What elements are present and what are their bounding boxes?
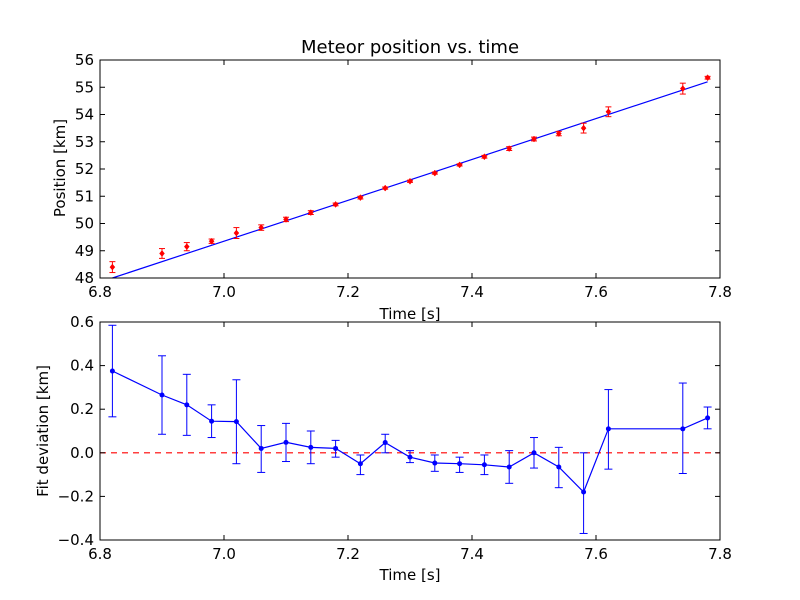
data-point xyxy=(382,440,388,446)
deviation-marks xyxy=(100,324,720,534)
y-axis-label: Fit deviation [km] xyxy=(34,365,52,497)
data-point xyxy=(680,426,686,432)
data-point xyxy=(333,445,339,451)
y-tick-label: 0.2 xyxy=(70,400,94,418)
y-tick-label: −0.2 xyxy=(58,487,94,505)
y-tick-label: 51 xyxy=(75,187,94,205)
x-tick-label: 7.4 xyxy=(460,545,484,563)
data-point xyxy=(407,177,413,185)
data-point xyxy=(332,201,339,208)
data-point xyxy=(679,85,686,93)
data-point xyxy=(382,184,389,192)
data-point xyxy=(431,169,438,177)
y-tick-label: 56 xyxy=(75,51,94,69)
y-tick-label: 55 xyxy=(75,78,94,96)
y-tick-label: 49 xyxy=(75,242,94,260)
plot-frame xyxy=(99,321,721,541)
deviation-panel: Time [s] Fit deviation [km] 6.8 7.0 7.2 7.4… xyxy=(34,313,732,584)
y-tick-label: 52 xyxy=(75,160,94,178)
data-point xyxy=(555,130,562,137)
data-point xyxy=(109,368,115,374)
y-tick-label: 0.4 xyxy=(70,357,94,375)
data-point xyxy=(283,439,289,445)
data-point xyxy=(357,194,364,202)
data-point xyxy=(457,461,463,467)
x-tick-label: 6.8 xyxy=(88,283,112,301)
x-tick-label: 7.0 xyxy=(212,545,236,563)
data-point xyxy=(159,392,165,398)
data-point xyxy=(481,462,487,468)
x-tick-label: 7.8 xyxy=(708,283,732,301)
data-point xyxy=(184,402,190,408)
y-tick-label: 0.0 xyxy=(70,444,94,462)
y-tick-label: 0.6 xyxy=(70,313,94,331)
data-point xyxy=(109,263,116,271)
data-point xyxy=(605,108,612,116)
data-point xyxy=(258,445,264,451)
data-point xyxy=(183,243,190,251)
data-point xyxy=(506,464,512,470)
data-point xyxy=(208,237,215,245)
y-tick-label: 50 xyxy=(75,215,94,233)
x-tick-label: 7.8 xyxy=(708,545,732,563)
x-axis-label: Time [s] xyxy=(379,566,441,584)
data-point xyxy=(407,454,413,460)
data-point xyxy=(581,489,587,495)
data-point xyxy=(233,229,240,237)
position-ticks: 6.8 7.0 7.2 7.4 7.6 7.8 48 49 50 51 52 53 54 55 56 xyxy=(75,51,732,301)
y-tick-label: 53 xyxy=(75,133,94,151)
data-point xyxy=(705,415,711,421)
position-marks xyxy=(109,74,711,279)
data-point xyxy=(432,460,438,466)
data-point xyxy=(506,145,513,152)
data-point xyxy=(704,74,711,82)
data-point xyxy=(308,444,314,450)
data-point xyxy=(556,464,562,470)
y-axis-label: Position [km] xyxy=(51,119,69,217)
data-point xyxy=(159,250,165,257)
x-tick-label: 7.0 xyxy=(212,283,236,301)
data-point xyxy=(209,418,215,424)
position-panel: Meteor position vs. time Time [s] Positi… xyxy=(51,37,732,323)
data-point xyxy=(605,426,611,432)
x-tick-label: 7.2 xyxy=(336,283,360,301)
data-point xyxy=(580,124,587,132)
x-axis-label: Time [s] xyxy=(379,305,441,323)
y-tick-label: 54 xyxy=(75,106,94,124)
x-tick-label: 7.6 xyxy=(584,545,608,563)
data-point xyxy=(283,216,289,223)
x-tick-label: 7.2 xyxy=(336,545,360,563)
data-point xyxy=(456,161,463,169)
x-tick-label: 7.6 xyxy=(584,283,608,301)
data-point xyxy=(258,224,265,231)
deviation-ticks: 6.8 7.0 7.2 7.4 7.6 7.8 −0.4 −0.2 0.0 0.2 0.4 0.6 xyxy=(58,313,732,563)
x-tick-label: 6.8 xyxy=(88,545,112,563)
data-point xyxy=(307,209,314,216)
data-point xyxy=(481,153,488,161)
data-point xyxy=(357,461,363,467)
data-point xyxy=(531,450,537,456)
deviation-line xyxy=(112,370,708,494)
y-tick-label: −0.4 xyxy=(58,531,94,549)
data-point xyxy=(233,419,239,425)
x-tick-label: 7.4 xyxy=(460,283,484,301)
chart-title: Meteor position vs. time xyxy=(301,37,519,58)
data-point xyxy=(531,135,537,143)
y-tick-label: 48 xyxy=(75,269,94,287)
